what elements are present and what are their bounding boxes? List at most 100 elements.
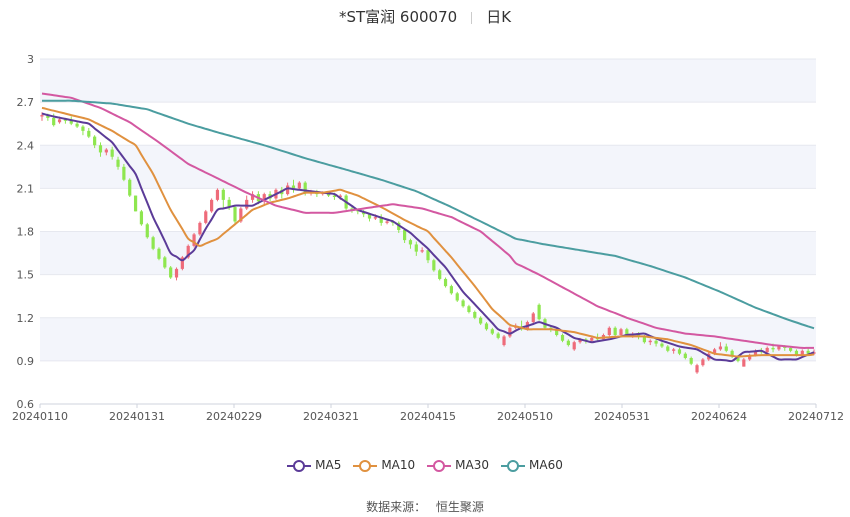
x-tick-label: 20240131 [109,410,165,423]
y-tick-label: 2.4 [17,139,35,152]
period-label: 日K [486,8,512,26]
candle [742,358,746,367]
candle [432,258,436,272]
candle [443,277,448,288]
legend-label: MA10 [381,458,416,472]
y-tick-label: 1.8 [17,226,35,239]
x-tick-label: 20240321 [303,410,359,423]
candle [192,232,196,248]
candle [250,191,255,203]
candle [221,188,225,209]
candle [479,316,483,325]
legend-item-ma5[interactable]: MA5 [287,458,341,472]
candle [537,303,541,321]
candle [467,304,471,314]
ma-lines [41,92,815,363]
candle [660,342,664,348]
candle [245,195,249,210]
candle [420,247,424,254]
candle [701,358,705,367]
candle [408,238,413,249]
grid-band [40,274,816,318]
legend-swatch [287,459,312,472]
candlestick-chart: 0.60.91.21.51.82.12.42.73 20240110 202401… [12,53,844,423]
candle [613,326,617,337]
ma-line-ma30 [41,92,814,349]
candle [93,135,97,149]
candle [128,178,132,197]
ma-line-ma60 [42,99,815,330]
legend-label: MA5 [315,458,342,472]
candle [426,248,430,264]
y-tick-label: 0.6 [17,398,35,411]
candle [163,255,167,269]
source-label: 数据来源： [366,500,427,514]
candle [297,181,301,190]
candle [607,326,611,337]
y-tick-label: 2.7 [17,96,35,109]
candle [233,205,237,225]
candle [490,327,494,335]
candle [157,247,161,261]
candle [531,312,535,324]
candle [654,339,658,347]
candle [438,268,442,281]
candle [98,142,103,157]
y-tick-label: 2.1 [17,182,35,195]
title-separator [471,11,473,24]
candle [449,284,453,295]
candle [496,332,500,340]
ma-line-ma10 [41,106,815,358]
candle [169,266,173,279]
legend-item-ma30[interactable]: MA30 [427,458,489,472]
y-axis: 0.6 0.9 1.2 1.5 1.8 2.1 2.4 2.7 3 [17,53,35,411]
candle [210,198,214,213]
x-tick-label: 20240510 [497,410,553,423]
legend-swatch [353,459,378,472]
candle [461,299,465,308]
grid-band [40,102,816,146]
candle [455,291,459,302]
candle [104,148,108,156]
y-tick-label: 3 [27,53,34,66]
legend-label: MA30 [455,458,490,472]
candle [484,322,489,331]
candle [174,267,179,281]
candle [116,156,120,170]
candle [198,221,202,236]
candle [87,128,91,139]
candle [204,209,208,225]
x-tick-label: 20240110 [12,410,68,423]
candle [262,192,266,205]
candle [666,345,670,353]
grid-band [40,145,816,189]
candle [695,363,699,374]
candle [385,220,389,225]
candle [724,343,728,353]
candle [151,235,155,251]
stock-name: *ST富润 600070 [338,8,458,26]
candle [414,241,418,256]
candle [572,340,576,351]
x-tick-label: 20240229 [206,410,262,423]
candle [180,255,184,271]
source-value: 恒生聚源 [435,500,484,514]
candle [291,179,296,193]
candle [566,339,570,347]
y-tick-label: 1.5 [17,269,35,282]
candle [683,352,687,360]
grid-band [40,59,816,103]
legend-item-ma10[interactable]: MA10 [353,458,415,472]
legend-item-ma60[interactable]: MA60 [501,458,563,472]
candle [81,125,85,136]
candle [508,326,512,338]
candle [502,335,506,347]
candle [379,214,383,226]
legend-swatch [427,459,452,472]
x-tick-label: 20240531 [594,410,650,423]
candle [677,347,682,356]
y-tick-label: 1.2 [17,312,35,325]
candle [110,146,114,160]
legend: MA5 MA10 MA30 MA60 [0,458,850,472]
candle [560,333,565,343]
